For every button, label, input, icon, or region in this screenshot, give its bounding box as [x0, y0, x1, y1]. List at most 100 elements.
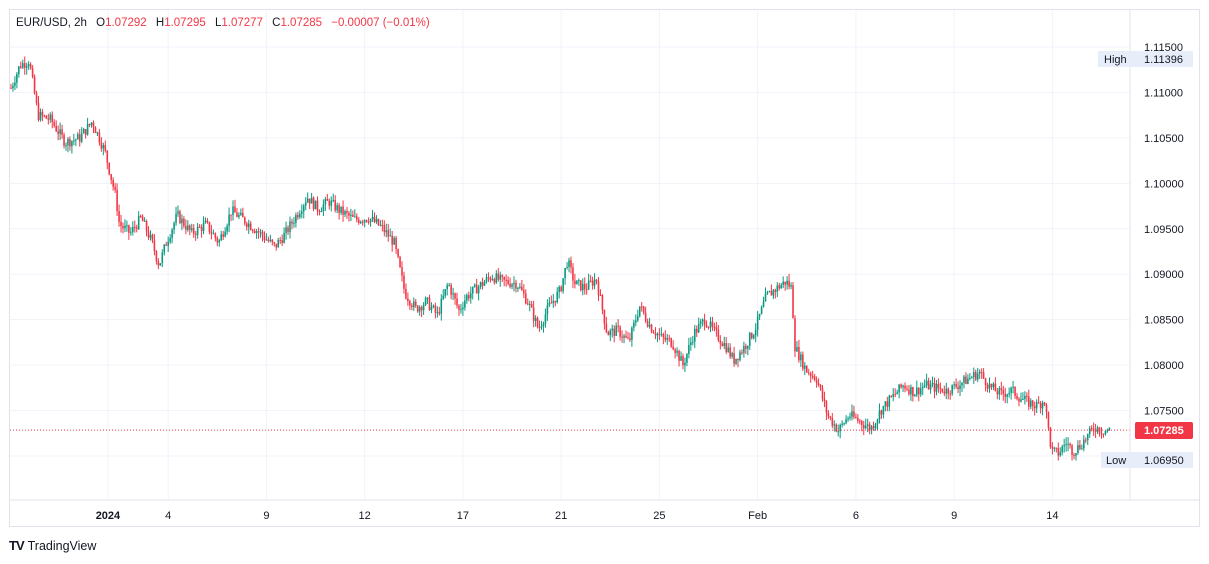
candle-down [629, 338, 631, 340]
candle-up [766, 292, 769, 294]
price-tick-label: 1.10500 [1144, 133, 1184, 145]
candle-down [670, 338, 672, 347]
candle-up [688, 344, 690, 354]
candle-up [228, 214, 230, 226]
candle-down [493, 279, 496, 283]
low-badge-label: Low [1106, 455, 1126, 467]
candle-up [925, 380, 928, 386]
candle-down [98, 132, 101, 143]
symbol-label[interactable]: EUR/USD, 2h [16, 17, 87, 29]
candle-up [289, 221, 291, 233]
candle-down [387, 230, 390, 237]
time-axis[interactable]: 2024 4 9 12 17 21 25 Feb 6 9 14 [96, 510, 1059, 522]
candle-down [965, 376, 967, 384]
candle-down [222, 234, 224, 237]
candle-up [748, 332, 751, 346]
candle-up [495, 273, 498, 283]
candle-down [53, 122, 56, 126]
candle-up [247, 223, 250, 228]
candle-down [807, 372, 810, 374]
candle-up [660, 334, 663, 336]
candle-down [267, 239, 270, 242]
candle-down [1073, 454, 1075, 456]
candle-up [534, 317, 537, 321]
candle-up [21, 63, 24, 68]
candle-up [212, 233, 215, 235]
candle-up [959, 385, 961, 389]
candle-down [906, 388, 908, 390]
candle-down [183, 218, 185, 227]
candle-up [684, 362, 686, 366]
high-badge-value: 1.11396 [1144, 54, 1183, 66]
candle-down [391, 235, 393, 245]
candle-down [1033, 406, 1036, 409]
candle-up [878, 410, 881, 420]
candle-down [401, 267, 403, 276]
candle-up [564, 268, 566, 279]
candle-up [102, 145, 105, 149]
open-value: 1.07292 [105, 17, 147, 29]
candle-down [35, 93, 38, 103]
candle-down [135, 227, 138, 229]
candle-up [731, 353, 733, 357]
candle-down [29, 64, 32, 69]
candle-down [986, 385, 989, 389]
candle-up [80, 133, 83, 142]
candle-down [69, 138, 71, 147]
candle-down [737, 358, 739, 361]
candle-down [348, 212, 350, 216]
candle-down [908, 389, 910, 395]
candle-up [845, 419, 847, 424]
candle-up [800, 354, 802, 361]
candle-up [916, 387, 918, 395]
candle-up [204, 220, 207, 224]
candle-up [412, 301, 415, 308]
candle-down [33, 76, 36, 94]
candle-down [185, 226, 187, 230]
candle-down [872, 426, 875, 429]
candle-up [324, 199, 327, 205]
candle-up [1075, 453, 1077, 456]
candle-down [625, 335, 627, 338]
tradingview-footer[interactable]: TV TradingView [9, 538, 96, 553]
candle-down [532, 307, 535, 321]
candle-up [460, 309, 462, 311]
candle-up [18, 66, 20, 75]
candle-down [1057, 447, 1060, 456]
candle-down [244, 217, 246, 224]
candle-down [279, 240, 281, 242]
candle-up [300, 211, 303, 214]
candle-down [338, 205, 340, 213]
candle-up [764, 293, 767, 302]
candle-up [833, 424, 836, 426]
candle-up [511, 284, 513, 287]
chart-frame[interactable] [9, 9, 1200, 527]
candle-up [27, 64, 30, 66]
candle-down [599, 295, 602, 297]
candle-up [75, 139, 77, 141]
candle-down [570, 260, 572, 268]
candle-down [652, 332, 655, 334]
candle-down [886, 401, 889, 407]
candle-up [762, 301, 765, 307]
candle-down [489, 278, 492, 280]
candle-up [638, 306, 641, 317]
candle-down [405, 288, 407, 299]
candle-down [711, 321, 714, 327]
candle-up [306, 198, 309, 203]
candle-up [363, 220, 366, 223]
price-axis[interactable]: 1.115001.110001.105001.100001.095001.090… [1144, 42, 1184, 463]
candle-down [811, 376, 814, 378]
candle-down [407, 298, 409, 302]
price-tick-label: 1.08500 [1144, 315, 1184, 327]
candle-up [371, 216, 374, 220]
candle-down [20, 66, 22, 68]
candle-down [674, 349, 676, 353]
price-tick-label: 1.07500 [1144, 406, 1184, 418]
candle-up [471, 286, 474, 294]
candle-down [251, 229, 254, 231]
candle-down [420, 307, 423, 311]
candle-up [232, 206, 234, 216]
candle-down [621, 336, 623, 338]
